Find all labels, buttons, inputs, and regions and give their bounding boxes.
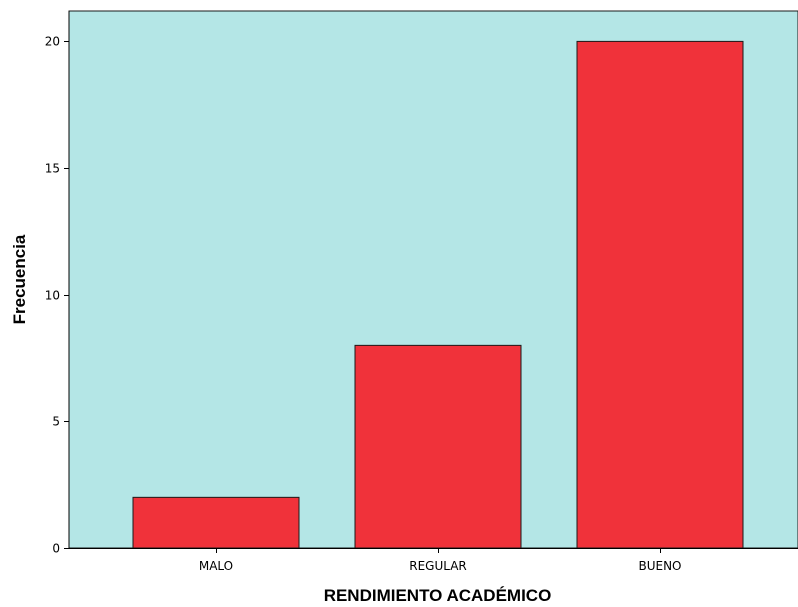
- bar-regular: [354, 344, 522, 549]
- y-tick-label: 15: [45, 162, 60, 176]
- x-axis-title: RENDIMIENTO ACADÉMICO: [324, 586, 552, 605]
- x-tick-label-regular: REGULAR: [409, 559, 467, 573]
- bar-malo: [132, 496, 300, 549]
- y-tick-label: 5: [52, 415, 60, 429]
- x-tick-label-bueno: BUENO: [638, 559, 681, 573]
- y-tick-label: 20: [45, 35, 60, 49]
- bar-bueno: [576, 40, 744, 549]
- x-axis: MALO REGULAR BUENO: [69, 548, 798, 573]
- x-tick-label-malo: MALO: [199, 559, 233, 573]
- y-tick-label: 0: [52, 542, 60, 556]
- y-tick-label: 10: [45, 289, 60, 303]
- y-axis-title: Frecuencia: [10, 234, 29, 324]
- y-axis: 0 5 10 15 20: [45, 11, 70, 556]
